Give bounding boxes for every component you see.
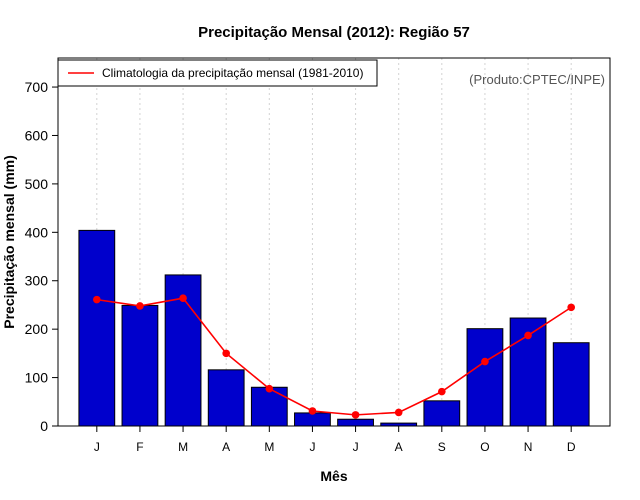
x-tick-label: O — [480, 440, 489, 454]
y-tick-label: 200 — [25, 321, 49, 337]
y-axis: 0 100 200 300 400 500 600 700 — [25, 79, 58, 434]
climatology-point-0 — [93, 295, 101, 304]
y-tick-label: 700 — [25, 79, 49, 95]
x-tick-label: F — [136, 440, 143, 454]
climatology-point-4 — [265, 384, 274, 393]
bars — [78, 229, 590, 427]
x-tick-label: A — [222, 440, 230, 454]
y-tick-label: 300 — [25, 273, 49, 289]
x-tick-label: J — [94, 440, 100, 454]
bar-9 — [466, 328, 504, 427]
legend-entry-climatology: Climatologia da precipitação mensal (198… — [102, 66, 363, 80]
climatology-point-5 — [308, 407, 317, 415]
x-tick-label: J — [353, 440, 359, 454]
climatology-point-1 — [136, 302, 144, 310]
bar-3 — [207, 369, 245, 427]
bar-11 — [552, 342, 590, 427]
y-tick-label: 500 — [25, 176, 49, 192]
x-axis-label: Mês — [320, 468, 347, 484]
climatology-series — [93, 294, 575, 419]
bar-4 — [250, 386, 288, 427]
y-tick-label: 100 — [25, 370, 49, 386]
y-tick-label: 0 — [40, 418, 48, 434]
x-tick-label: J — [309, 440, 315, 454]
x-tick-label: S — [438, 440, 446, 454]
climatology-point-10 — [524, 331, 532, 340]
x-tick-label: N — [524, 440, 533, 454]
climatology-point-7 — [394, 408, 403, 417]
y-tick-label: 600 — [25, 127, 49, 143]
bar-1 — [121, 304, 159, 427]
bar-5 — [294, 412, 331, 427]
climatology-point-8 — [438, 387, 446, 396]
x-tick-label: A — [395, 440, 403, 454]
climatology-point-11 — [567, 303, 575, 312]
climatology-point-9 — [481, 357, 489, 366]
climatology-point-3 — [222, 349, 230, 358]
x-tick-label: D — [567, 440, 576, 454]
climatology-point-6 — [351, 411, 360, 419]
x-tick-label: M — [178, 440, 188, 454]
chart-title: Precipitação Mensal (2012): Região 57 — [198, 24, 470, 41]
bar-0 — [78, 229, 116, 427]
bar-8 — [423, 400, 461, 427]
y-tick-label: 400 — [25, 224, 49, 240]
legend: Climatologia da precipitação mensal (198… — [57, 59, 378, 87]
legend-box — [57, 59, 378, 87]
climatology-point-2 — [179, 294, 187, 302]
y-axis-label: Precipitação mensal (mm) — [1, 155, 17, 329]
climatology-line — [96, 297, 572, 416]
plot-frame — [57, 57, 611, 427]
bar-6 — [337, 418, 374, 427]
source-annotation: (Produto:CPTEC/INPE) — [469, 72, 605, 87]
x-tick-label: M — [264, 440, 274, 454]
